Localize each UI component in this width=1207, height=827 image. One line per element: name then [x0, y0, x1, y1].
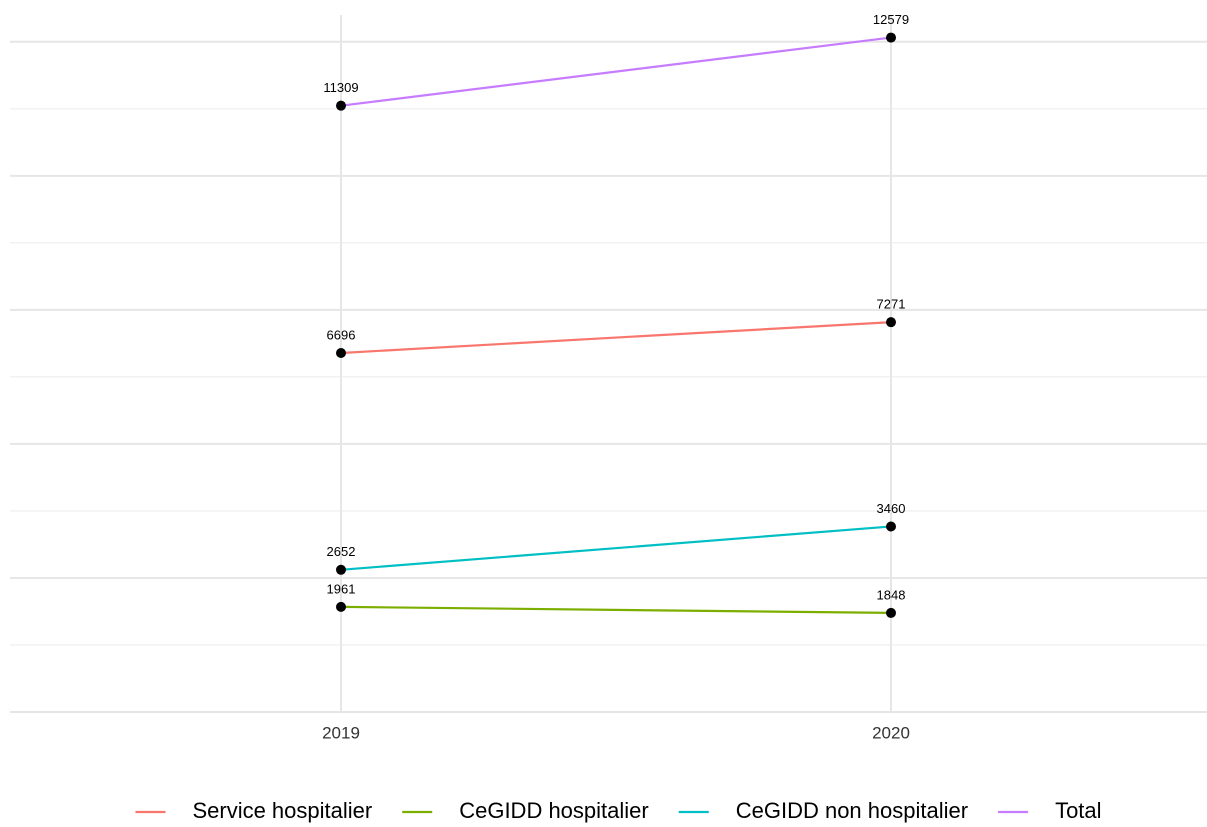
series-line: [340, 525, 892, 571]
legend-label: Total: [1055, 798, 1101, 823]
point: [336, 564, 346, 575]
series-line: [340, 605, 892, 615]
data-label: 11309: [323, 80, 358, 95]
point: [336, 347, 346, 358]
point: [886, 32, 896, 43]
data-label: 1848: [877, 587, 906, 602]
data-label: 3460: [877, 501, 906, 516]
point: [336, 601, 346, 612]
point: [886, 607, 896, 618]
data-label: 7271: [877, 297, 906, 312]
data-label: 2652: [327, 544, 356, 559]
point: [886, 521, 896, 532]
series-line: [340, 321, 892, 355]
point: [336, 100, 346, 111]
x-tick-label: 2020: [872, 723, 910, 742]
data-label: 6696: [327, 327, 356, 342]
point: [886, 317, 896, 328]
x-tick-label: 2019: [322, 723, 360, 742]
legend-label: CeGIDD hospitalier: [459, 798, 649, 823]
data-label: 12579: [873, 12, 909, 27]
legend-label: Service hospitalier: [192, 798, 372, 823]
legend-label: CeGIDD non hospitalier: [736, 798, 968, 823]
data-label: 1961: [327, 581, 356, 596]
series-line: [340, 36, 892, 107]
